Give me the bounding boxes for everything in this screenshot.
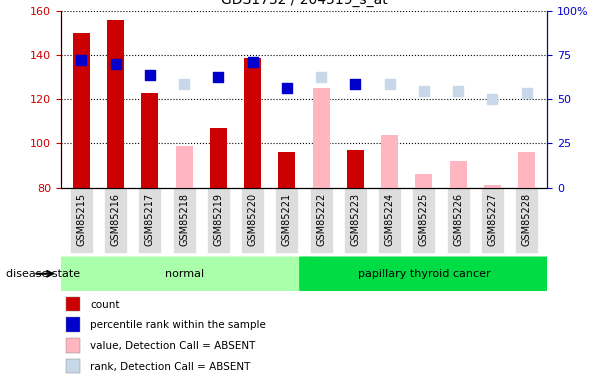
Bar (66, 338, 80, 353)
Bar (381, 135, 398, 188)
Point (282, 86, 292, 92)
Point (247, 59, 257, 65)
Point (111, 61, 120, 67)
Point (488, 96, 497, 102)
Bar (449, 161, 467, 188)
Text: count: count (90, 300, 120, 310)
Bar (210, 128, 227, 188)
Bar (244, 57, 261, 188)
Bar (347, 150, 364, 188)
Point (145, 72, 154, 78)
Bar (484, 185, 501, 188)
Title: GDS1732 / 204519_s_at: GDS1732 / 204519_s_at (221, 0, 387, 8)
Bar (73, 33, 90, 188)
Text: rank, Detection Call = ABSENT: rank, Detection Call = ABSENT (90, 362, 250, 372)
Bar (518, 152, 535, 188)
Point (419, 88, 429, 94)
Text: papillary thyroid cancer: papillary thyroid cancer (358, 269, 490, 279)
Point (522, 90, 531, 96)
Bar (313, 88, 330, 188)
FancyBboxPatch shape (60, 256, 309, 291)
Point (454, 88, 463, 94)
Text: percentile rank within the sample: percentile rank within the sample (90, 321, 266, 330)
Point (179, 81, 189, 87)
Bar (66, 317, 80, 332)
Point (351, 81, 361, 87)
Bar (176, 146, 193, 188)
Bar (278, 152, 295, 188)
Text: disease state: disease state (6, 269, 80, 279)
Point (316, 74, 326, 80)
Bar (415, 174, 432, 188)
FancyBboxPatch shape (299, 256, 548, 291)
Text: value, Detection Call = ABSENT: value, Detection Call = ABSENT (90, 341, 255, 351)
Bar (141, 93, 159, 188)
Text: normal: normal (165, 269, 204, 279)
Bar (66, 297, 80, 312)
Point (213, 74, 223, 80)
Bar (66, 358, 80, 374)
Point (77, 57, 86, 63)
Bar (107, 20, 124, 188)
Point (385, 81, 395, 87)
